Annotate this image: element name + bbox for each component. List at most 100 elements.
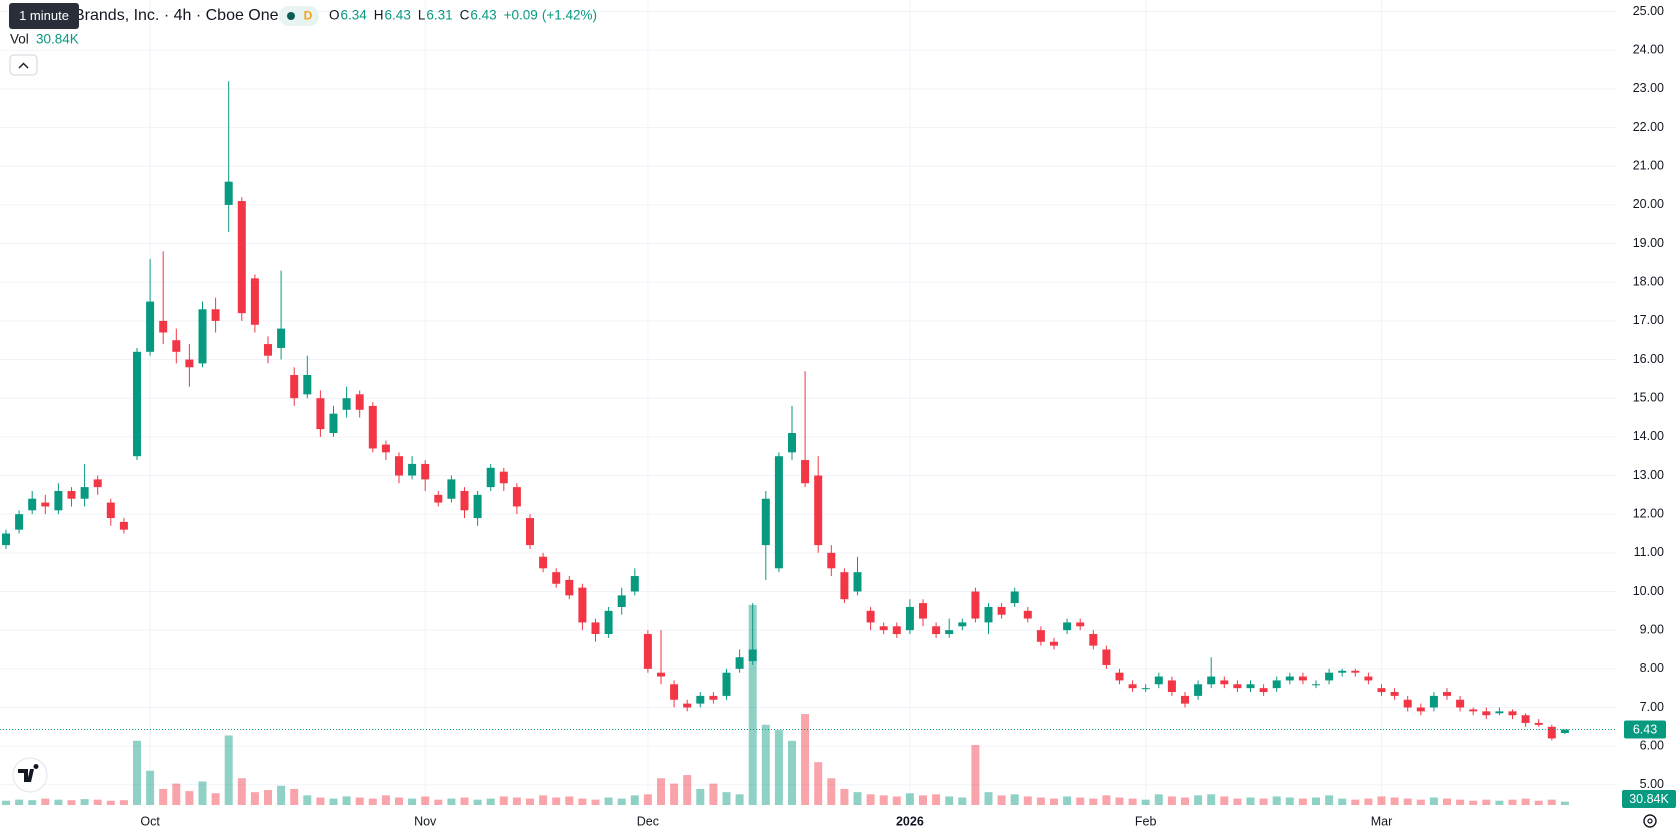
volume-bar [1495, 800, 1504, 805]
volume-bar [1547, 799, 1556, 805]
candle-body [735, 657, 744, 669]
candle-body [1128, 684, 1137, 689]
candle-body [172, 340, 181, 352]
candle-body [1115, 672, 1124, 681]
candle-body [93, 479, 102, 488]
symbol-title: Brands, Inc. · 4h · Cboe One [74, 7, 279, 24]
x-tick-label: Nov [414, 814, 437, 828]
volume-bar [1390, 797, 1399, 805]
y-tick-label: 10.00 [1633, 584, 1664, 598]
candle-body [67, 490, 76, 499]
volume-layer [2, 604, 1569, 805]
collapse-icon [18, 62, 29, 69]
y-tick-label: 19.00 [1633, 236, 1664, 250]
volume-bar [499, 796, 508, 805]
candle-body [264, 344, 272, 356]
candle-body [892, 626, 901, 635]
candle-body [303, 375, 312, 395]
legend-letter: O [329, 8, 340, 23]
volume-bar [892, 796, 901, 805]
candle-body [447, 479, 456, 499]
volume-bar [735, 794, 744, 805]
volume-bar [473, 799, 482, 805]
volume-bar [1443, 798, 1451, 805]
candle-body [395, 456, 403, 476]
volume-bar [814, 762, 823, 805]
candle-body [80, 487, 89, 499]
volume-bar [630, 795, 639, 805]
candle-body [683, 703, 692, 708]
candle-body [1167, 680, 1176, 693]
legend-letter: C [460, 8, 470, 23]
candle-body [159, 320, 168, 333]
y-tick-label: 18.00 [1633, 275, 1664, 289]
price-tag [1624, 720, 1666, 739]
candle-body [1403, 699, 1412, 708]
candle-body [840, 572, 849, 600]
y-tick-label: 13.00 [1633, 468, 1664, 482]
candle-body [1377, 688, 1386, 693]
y-tick-label: 22.00 [1633, 120, 1664, 134]
candle-body [355, 394, 364, 410]
volume-bar [224, 735, 233, 805]
candle-body [1063, 622, 1072, 631]
volume-bar [93, 799, 102, 805]
candle-body [1233, 684, 1242, 689]
volume-bar [1102, 795, 1111, 805]
volume-bar [381, 795, 390, 805]
candle-body [1482, 711, 1491, 716]
volume-bar [119, 800, 128, 805]
volume-bar [1560, 801, 1569, 805]
candle-body [54, 490, 63, 511]
candle-body [473, 494, 482, 519]
volume-bar [905, 793, 914, 805]
volume-bar [1377, 796, 1386, 805]
volume-bar [1312, 797, 1320, 805]
candle-body [499, 471, 508, 484]
badge: D [304, 9, 313, 23]
volume-bar [1036, 797, 1045, 805]
candle-body [657, 672, 665, 677]
candle-body [1443, 692, 1451, 696]
legend-letter: H [374, 8, 384, 23]
candle-body [643, 634, 652, 669]
price-tag-label: 6.43 [1633, 722, 1657, 736]
collapse-button[interactable] [9, 54, 38, 76]
y-tick-label: 20.00 [1633, 197, 1664, 211]
volume-bar [788, 740, 796, 805]
volume-tag-label: 30.84K [1629, 792, 1669, 806]
volume-bar [1141, 799, 1150, 805]
volume-bar [329, 798, 338, 805]
settings-icon[interactable] [1643, 814, 1657, 828]
candle-body [277, 328, 286, 348]
axis-layer: 5.00 6.00 7.00 8.00 9.00 10.00 11.00 12.00 13.00… [0, 4, 1676, 828]
y-tick-label: 24.00 [1633, 43, 1664, 57]
volume-bar [198, 781, 207, 805]
candle-body [997, 606, 1006, 615]
candle-body [2, 533, 10, 546]
candle-body [617, 595, 626, 607]
candle-body [106, 502, 115, 519]
volume-bar [919, 795, 927, 805]
candle-body [486, 467, 495, 488]
volume-bar [1220, 796, 1229, 805]
volume-bar [133, 740, 141, 805]
volume-bar [1403, 798, 1412, 805]
candle-body [1102, 649, 1111, 665]
volume-bar [172, 783, 181, 805]
candle-body [1076, 622, 1085, 627]
y-tick-label: 23.00 [1633, 81, 1664, 95]
y-tick-label: 12.00 [1633, 506, 1664, 520]
volume-bar [997, 795, 1006, 805]
candle-body [827, 552, 836, 569]
x-tick-label: Dec [637, 814, 659, 828]
candle-body [1416, 707, 1425, 712]
candle-body [971, 591, 980, 619]
legend-value: 6.43 [470, 8, 496, 23]
volume-bar [526, 798, 534, 805]
candle-layer [2, 81, 1569, 741]
candle-body [133, 351, 141, 457]
change-pct: (+1.42%) [542, 8, 597, 23]
y-tick-label: 8.00 [1640, 661, 1664, 675]
